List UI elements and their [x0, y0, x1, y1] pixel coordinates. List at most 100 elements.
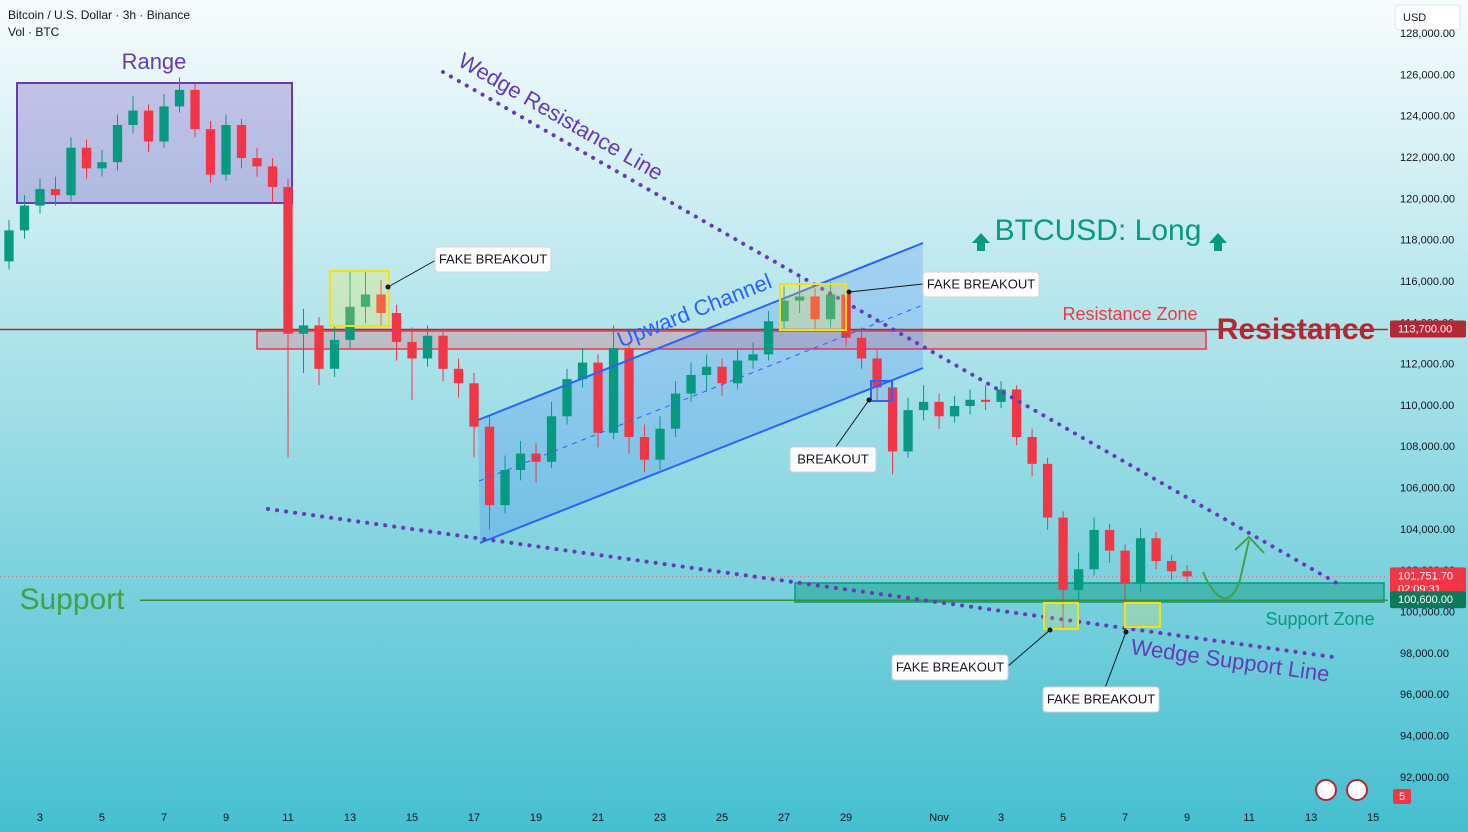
- candle-body: [856, 337, 867, 359]
- candle-body: [515, 453, 526, 471]
- wedge-resistance: [441, 70, 1342, 587]
- support-zone-label: Support Zone: [1265, 609, 1374, 629]
- x-tick-label: 5: [1060, 812, 1066, 824]
- candle-body: [872, 358, 882, 388]
- x-tick-label: 9: [223, 812, 229, 824]
- candle-body: [949, 405, 960, 417]
- y-tick-label: 118,000.00: [1400, 235, 1454, 247]
- y-tick-label: 100,000.00: [1400, 607, 1455, 619]
- candle-body: [531, 453, 541, 462]
- candle-body: [298, 325, 309, 334]
- y-tick-label: 92,000.00: [1400, 772, 1449, 784]
- y-tick-label: 112,000.00: [1400, 359, 1454, 371]
- alert-count[interactable]: 5: [1399, 791, 1405, 803]
- candle-body: [66, 147, 76, 196]
- candle-body: [1182, 571, 1192, 577]
- candle-body: [252, 158, 262, 167]
- x-tick-label: 15: [406, 812, 418, 824]
- candle-body: [1089, 529, 1099, 570]
- x-tick-label: 15: [1367, 812, 1379, 824]
- callout-box: [922, 271, 1040, 298]
- event-flag[interactable]: [1315, 779, 1337, 801]
- candle-body: [825, 294, 836, 320]
- candle-body: [19, 205, 30, 231]
- dot: [866, 397, 872, 403]
- candle-body: [360, 294, 371, 307]
- candle-body: [779, 300, 789, 322]
- x-tick-label: 5: [99, 812, 105, 824]
- candle-body: [1011, 389, 1022, 437]
- y-tick-label: 96,000.00: [1400, 689, 1449, 701]
- candle-body: [794, 296, 805, 301]
- callout: FAKE BREAKOUT: [1047, 691, 1155, 706]
- candle-body: [143, 110, 154, 142]
- candle-body: [35, 189, 45, 206]
- wedge-support: [266, 507, 1342, 660]
- candle-body: [934, 401, 944, 417]
- candle-body: [422, 335, 433, 359]
- support-zone: [794, 582, 1385, 603]
- callout-box: [789, 446, 877, 473]
- leader: [1007, 629, 1051, 667]
- callout-dots: [385, 284, 1129, 635]
- x-tick-label: 11: [282, 812, 293, 824]
- x-tick-label: 13: [1305, 812, 1317, 824]
- dot: [846, 289, 852, 295]
- callout: BREAKOUT: [797, 451, 869, 466]
- y-tick-label: 120,000.00: [1400, 193, 1455, 205]
- y-tick-label: 108,000.00: [1400, 441, 1455, 453]
- y-tick-label: 126,000.00: [1400, 69, 1455, 81]
- candle-body: [97, 162, 107, 169]
- event-flag[interactable]: [1346, 779, 1368, 801]
- fake-box: [779, 283, 847, 331]
- symbol: Bitcoin / U.S. Dollar · 3h · Binance: [8, 8, 190, 22]
- resistance-zone: [256, 330, 1207, 350]
- dot: [1047, 627, 1053, 633]
- candle-body: [562, 379, 572, 417]
- callout: FAKE BREAKOUT: [896, 659, 1004, 674]
- candle-body: [205, 129, 216, 175]
- candle-body: [174, 89, 185, 107]
- candle-body: [996, 389, 1006, 402]
- candle-body: [624, 348, 634, 437]
- axes: 92,000.00 94,000.00 96,000.00 98,000.00 100,…: [37, 28, 1466, 824]
- x-tick-label: 17: [468, 812, 480, 824]
- leader: [387, 259, 437, 288]
- currency[interactable]: USD: [1403, 12, 1426, 24]
- callout: FAKE BREAKOUT: [927, 276, 1035, 291]
- candle-body: [1073, 569, 1084, 590]
- resistance-zone-label: Resistance Zone: [1062, 304, 1197, 324]
- candle-body: [546, 416, 557, 462]
- resistance-tag-label: 113,700.00: [1398, 323, 1452, 335]
- y-tick-label: 94,000.00: [1400, 730, 1449, 742]
- y-tick-label: 122,000.00: [1400, 152, 1455, 164]
- candle-body: [484, 426, 495, 506]
- y-tick-label: 106,000.00: [1400, 483, 1455, 495]
- candle-body: [686, 375, 696, 394]
- candle-body: [283, 186, 293, 334]
- fake-box: [329, 270, 390, 327]
- channel-upper: [477, 242, 924, 421]
- candle-body: [1151, 538, 1161, 561]
- candle-body: [670, 393, 681, 429]
- currency-button[interactable]: [1394, 4, 1461, 31]
- volume-label: Vol · BTC: [8, 25, 60, 39]
- candle-body: [128, 110, 138, 125]
- candle-body: [577, 362, 588, 380]
- last-price-tag: [1390, 567, 1466, 598]
- range-label: Range: [122, 49, 187, 74]
- up-arrow: [1209, 233, 1227, 251]
- x-tick-label: Nov: [929, 812, 949, 824]
- dot: [385, 284, 391, 290]
- candle-body: [701, 366, 712, 375]
- y-tick-label: 124,000.00: [1400, 111, 1455, 123]
- candle-body: [903, 410, 913, 452]
- candle-body: [453, 368, 464, 384]
- fake-box: [1124, 602, 1161, 628]
- candle-body: [438, 335, 448, 369]
- leader: [834, 399, 870, 449]
- support-label: Support: [19, 583, 125, 616]
- alert-badge[interactable]: [1393, 789, 1411, 804]
